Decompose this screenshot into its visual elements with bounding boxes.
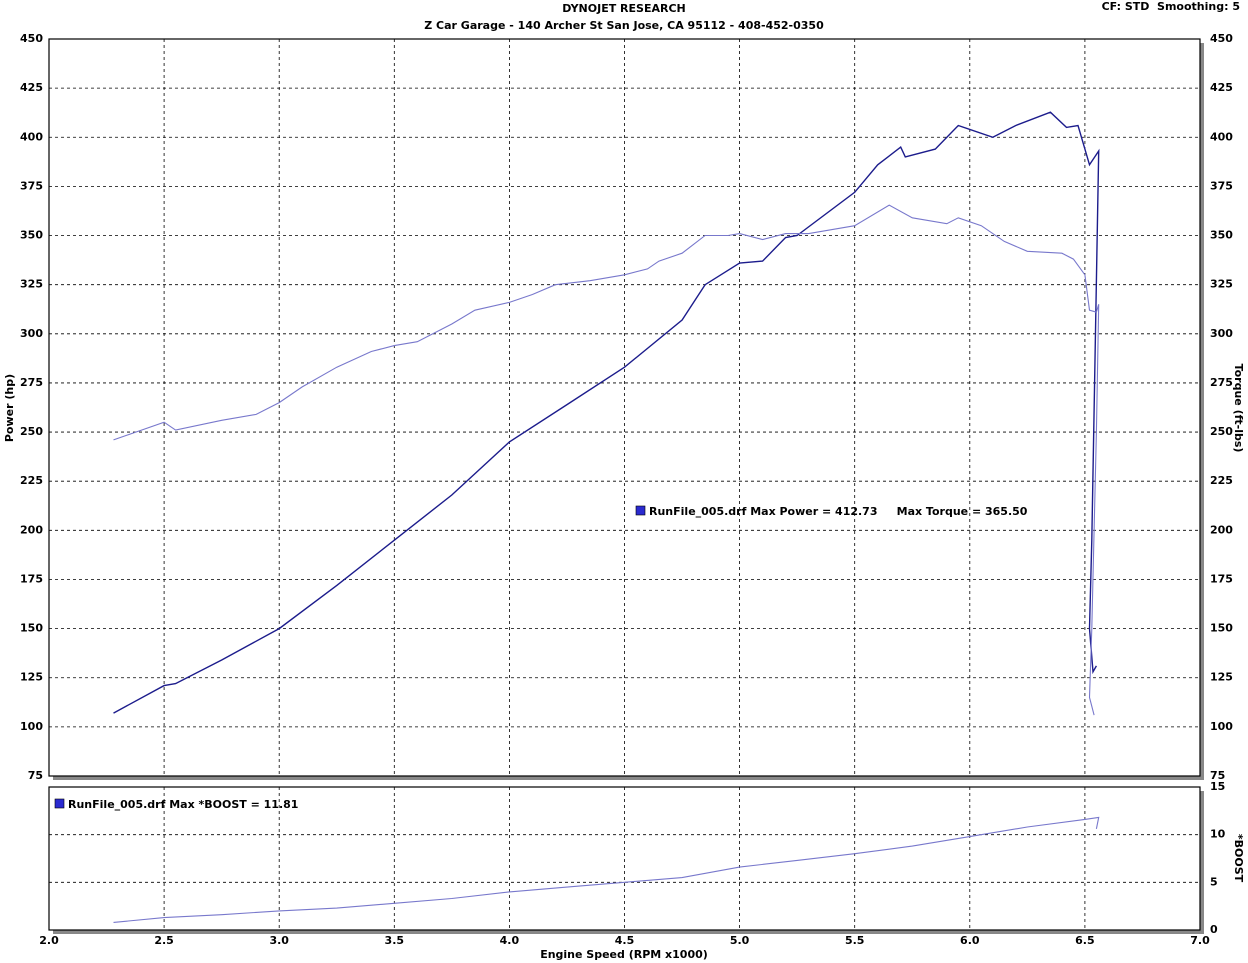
x-tick-label: 6.5 [1075, 934, 1095, 947]
y-tick-label: 175 [20, 572, 43, 585]
y-tick-label: 200 [20, 523, 43, 536]
y2-tick-label: 100 [1210, 720, 1233, 733]
y2-tick-label: 275 [1210, 376, 1233, 389]
y2-tick-label: 175 [1210, 572, 1233, 585]
x-tick-label: 5.5 [845, 934, 865, 947]
marks: 7510012515017520022525027530032535037540… [20, 32, 1233, 947]
annotation: RunFile_005.drf Max Power = 412.73 Max T… [649, 505, 1028, 518]
x-axis-label: Engine Speed (RPM x1000) [540, 948, 708, 961]
data-line [113, 204, 1100, 716]
data-line [113, 111, 1100, 714]
legend-icon [635, 505, 646, 516]
y2-tick-label: 200 [1210, 523, 1233, 536]
y2-axis-label: *BOOST [1232, 834, 1245, 883]
x-tick-label: 5.0 [730, 934, 750, 947]
y-tick-label: 425 [20, 81, 43, 94]
y2-tick-label: 10 [1210, 828, 1226, 841]
y-tick-label: 300 [20, 327, 43, 340]
corner-note: CF: STD Smoothing: 5 [1102, 0, 1240, 13]
y-tick-label: 450 [20, 32, 43, 45]
y-axis-label: Power (hp) [3, 374, 16, 442]
y2-tick-label: 300 [1210, 327, 1233, 340]
x-tick-label: 3.0 [269, 934, 289, 947]
y2-tick-label: 150 [1210, 622, 1233, 635]
x-tick-label: 3.5 [385, 934, 405, 947]
y-tick-label: 75 [28, 769, 43, 782]
y2-tick-label: 375 [1210, 179, 1233, 192]
y2-tick-label: 400 [1210, 130, 1233, 143]
y2-axis-label: Torque (ft-lbs) [1232, 364, 1245, 453]
y2-tick-label: 225 [1210, 474, 1233, 487]
y2-tick-label: 75 [1210, 769, 1225, 782]
y2-tick-label: 350 [1210, 229, 1233, 242]
y-tick-label: 100 [20, 720, 43, 733]
chart-title: DYNOJET RESEARCH [562, 2, 685, 15]
y-tick-label: 225 [20, 474, 43, 487]
data-line [113, 816, 1100, 923]
x-tick-label: 4.5 [615, 934, 635, 947]
y2-tick-label: 0 [1210, 923, 1218, 936]
y-tick-label: 150 [20, 622, 43, 635]
y2-tick-label: 250 [1210, 425, 1233, 438]
y-tick-label: 250 [20, 425, 43, 438]
y-tick-label: 275 [20, 376, 43, 389]
boost-panel [48, 786, 1201, 931]
y-tick-label: 400 [20, 130, 43, 143]
y-tick-label: 350 [20, 229, 43, 242]
y-tick-label: 125 [20, 671, 43, 684]
y2-tick-label: 125 [1210, 671, 1233, 684]
x-tick-label: 2.5 [154, 934, 174, 947]
annotation: RunFile_005.drf Max *BOOST = 11.81 [68, 798, 298, 811]
x-tick-label: 6.0 [960, 934, 980, 947]
y2-tick-label: 5 [1210, 875, 1218, 888]
y2-tick-label: 15 [1210, 780, 1225, 793]
y-tick-label: 325 [20, 278, 43, 291]
x-tick-label: 4.0 [500, 934, 520, 947]
x-tick-label: 7.0 [1190, 934, 1210, 947]
y-tick-label: 375 [20, 179, 43, 192]
legend-icon [54, 798, 65, 809]
y2-tick-label: 425 [1210, 81, 1233, 94]
x-tick-label: 2.0 [39, 934, 59, 947]
y2-tick-label: 325 [1210, 278, 1233, 291]
y2-tick-label: 450 [1210, 32, 1233, 45]
chart-subtitle: Z Car Garage - 140 Archer St San Jose, C… [424, 19, 824, 32]
